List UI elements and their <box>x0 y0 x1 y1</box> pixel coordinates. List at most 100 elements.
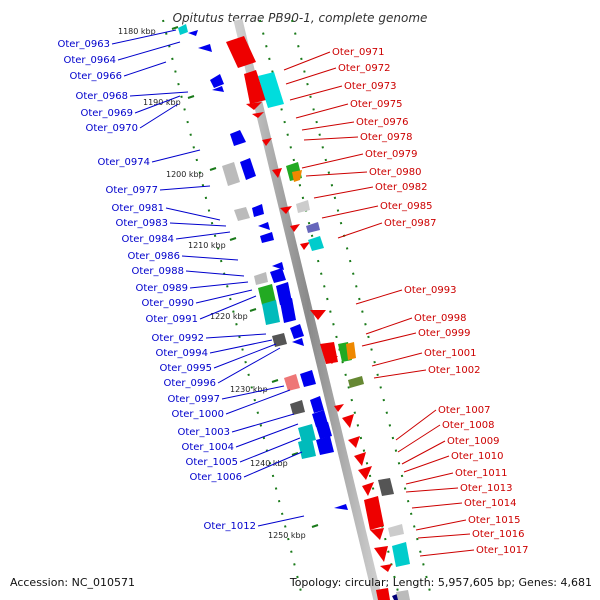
gene-label[interactable]: Oter_1011 <box>405 468 508 485</box>
gene-label-text: Oter_1005 <box>185 457 238 468</box>
gene-label[interactable]: Oter_1016 <box>417 529 525 540</box>
gene-label[interactable]: Oter_0975 <box>295 99 403 119</box>
gene-label[interactable]: Oter_1006 <box>189 451 303 483</box>
gene-label-text: Oter_1016 <box>472 529 525 540</box>
gene-label[interactable]: Oter_0972 <box>285 63 391 85</box>
scale-tick: 1250 kbp <box>268 524 319 540</box>
gene-features-reverse <box>226 36 410 600</box>
gene-label[interactable]: Oter_0973 <box>289 81 397 101</box>
gene-label[interactable]: Oter_0991 <box>145 295 257 325</box>
gene-label[interactable]: Oter_0980 <box>305 167 422 178</box>
gene-label-text: Oter_1008 <box>442 420 495 431</box>
gene-label[interactable]: Oter_0979 <box>301 149 418 169</box>
gene-label[interactable]: Oter_0983 <box>115 218 227 229</box>
scale-tick-label: 1220 kbp <box>210 312 248 321</box>
scale-tick-label: 1240 kbp <box>250 459 288 468</box>
gene-label[interactable]: Oter_1004 <box>181 423 299 453</box>
scale-tick: 1180 kbp <box>118 26 179 36</box>
gene-label[interactable]: Oter_1008 <box>397 420 495 453</box>
gene-label-text: Oter_1010 <box>451 451 504 462</box>
genome-summary-text: Topology: circular; Length: 5,957,605 bp… <box>289 576 592 589</box>
gene-label-text: Oter_0963 <box>57 39 110 50</box>
gene-label[interactable]: Oter_0995 <box>159 343 277 374</box>
gene-label-text: Oter_0993 <box>404 285 457 296</box>
gene-label[interactable]: Oter_0987 <box>337 218 437 239</box>
genome-backbone <box>233 18 383 600</box>
gene-label-text: Oter_0975 <box>350 99 403 110</box>
gene-label-text: Oter_1001 <box>424 348 477 359</box>
gene-label[interactable]: Oter_0994 <box>155 339 273 359</box>
gene-label[interactable]: Oter_0976 <box>301 117 409 131</box>
gene-label[interactable]: Oter_1014 <box>411 498 517 509</box>
gene-label[interactable]: Oter_0981 <box>111 203 221 221</box>
gene-label-text: Oter_0996 <box>163 378 216 389</box>
gene-features-forward <box>178 24 404 600</box>
gene-label[interactable]: Oter_0993 <box>355 285 457 305</box>
right-gene-labels: Oter_0971 Oter_0972 Oter_0973 Oter_0975 … <box>283 47 529 557</box>
gene-label-text: Oter_0985 <box>380 201 433 212</box>
gene-label[interactable]: Oter_0998 <box>365 313 467 335</box>
gene-label[interactable]: Oter_0997 <box>167 385 285 405</box>
gene-label[interactable]: Oter_0988 <box>131 266 245 277</box>
gene-label[interactable]: Oter_0963 <box>57 29 177 50</box>
scale-tick: 1210 kbp <box>188 237 237 250</box>
gene-label[interactable]: Oter_0984 <box>121 231 231 245</box>
gene-label[interactable]: Oter_0966 <box>69 61 167 82</box>
gene-label[interactable]: Oter_1000 <box>171 389 291 420</box>
gene-label-text: Oter_0997 <box>167 394 220 405</box>
gene-label-text: Oter_0980 <box>369 167 422 178</box>
gene-label-text: Oter_0972 <box>338 63 391 74</box>
gene-label[interactable]: Oter_0985 <box>321 201 433 219</box>
gene-label[interactable]: Oter_1013 <box>405 483 513 494</box>
gene-label[interactable]: Oter_1012 <box>203 515 305 532</box>
gene-label-text: Oter_0966 <box>69 71 122 82</box>
gene-label-text: Oter_1000 <box>171 409 224 420</box>
scale-tick: 1200 kbp <box>166 167 217 179</box>
gene-label-text: Oter_0994 <box>155 348 208 359</box>
gene-label-text: Oter_1009 <box>447 436 500 447</box>
gene-label[interactable]: Oter_0969 <box>80 95 181 119</box>
scale-tick: 1230 kbp <box>230 379 279 394</box>
gene-label[interactable]: Oter_1003 <box>177 413 295 438</box>
scale-tick-label: 1210 kbp <box>188 241 226 250</box>
gene-label[interactable]: Oter_0974 <box>97 149 201 168</box>
gene-label[interactable]: Oter_0989 <box>135 281 249 294</box>
gene-label[interactable]: Oter_0996 <box>163 347 281 389</box>
gene-label-text: Oter_1011 <box>455 468 508 479</box>
gene-label[interactable]: Oter_0999 <box>361 328 471 347</box>
gene-label[interactable]: Oter_0970 <box>85 103 179 134</box>
gene-label-text: Oter_1012 <box>203 521 256 532</box>
gene-label[interactable]: Oter_0968 <box>75 91 189 102</box>
gene-label[interactable]: Oter_0986 <box>127 251 239 262</box>
gene-label[interactable]: Oter_0982 <box>313 182 428 199</box>
gene-label[interactable]: Oter_1002 <box>373 365 481 379</box>
gene-label[interactable]: Oter_1005 <box>185 437 301 468</box>
gene-label-text: Oter_0983 <box>115 218 168 229</box>
accession-text: Accession: NC_010571 <box>10 576 135 589</box>
gene-label[interactable]: Oter_0978 <box>303 132 413 143</box>
gene-label[interactable]: Oter_1010 <box>403 451 504 473</box>
gene-label[interactable]: Oter_0992 <box>151 333 267 344</box>
gene-label-text: Oter_0981 <box>111 203 164 214</box>
scale-tick: 1240 kbp <box>250 452 299 468</box>
gene-label[interactable]: Oter_0977 <box>105 185 211 196</box>
gene-label-text: Oter_1015 <box>468 515 521 526</box>
gene-label[interactable]: Oter_1015 <box>415 515 521 531</box>
map-title: Opitutus terrae PB90-1, complete genome <box>173 11 428 25</box>
gene-label[interactable]: Oter_0971 <box>283 47 385 71</box>
gene-label[interactable]: Oter_1007 <box>395 405 491 441</box>
gene-label-text: Oter_0990 <box>141 298 194 309</box>
gene-label-text: Oter_0998 <box>414 313 467 324</box>
gene-label[interactable]: Oter_0964 <box>63 41 181 66</box>
gene-label[interactable]: Oter_1001 <box>371 348 477 367</box>
gene-label-text: Oter_0999 <box>418 328 471 339</box>
gene-label-text: Oter_1002 <box>428 365 481 376</box>
gene-label[interactable]: Oter_0990 <box>141 289 253 309</box>
gene-label-text: Oter_0991 <box>145 314 198 325</box>
gene-label-text: Oter_0984 <box>121 234 174 245</box>
gene-label-text: Oter_0969 <box>80 108 133 119</box>
gene-label-text: Oter_1014 <box>464 498 517 509</box>
gene-label[interactable]: Oter_1009 <box>401 436 500 465</box>
gene-label[interactable]: Oter_1017 <box>419 545 529 557</box>
